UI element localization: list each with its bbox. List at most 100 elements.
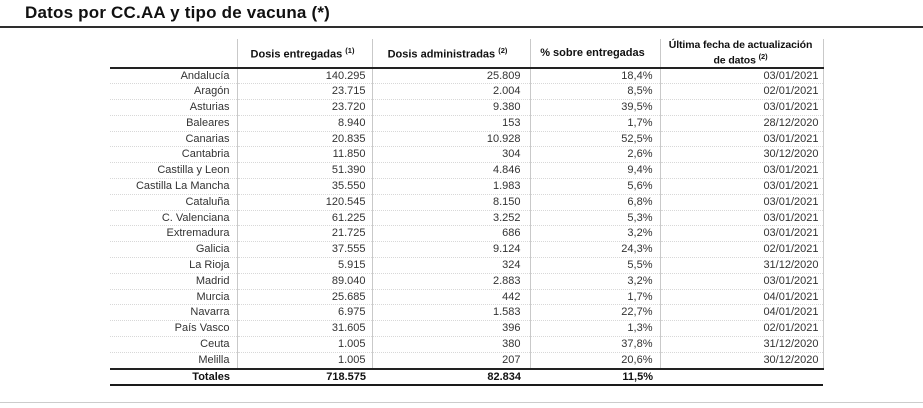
cell-pct: 8,5% <box>530 83 661 101</box>
totals-entregadas: 718.575 <box>237 367 372 386</box>
cell-administradas: 1.583 <box>372 304 531 322</box>
cell-region: La Rioja <box>110 257 238 274</box>
cell-region: Castilla La Mancha <box>110 178 238 195</box>
cell-entregadas: 23.720 <box>237 99 373 116</box>
table-row: Andalucía 140.295 25.809 18,4% 03/01/2021 <box>110 67 824 85</box>
cell-pct: 5,5% <box>530 257 661 274</box>
cell-administradas: 8.150 <box>372 194 531 211</box>
cell-fecha: 30/12/2020 <box>660 146 824 164</box>
cell-pct: 3,2% <box>530 225 661 243</box>
table-row: Madrid 89.040 2.883 3,2% 03/01/2021 <box>110 273 824 290</box>
cell-pct: 1,7% <box>530 115 661 132</box>
cell-region: Aragón <box>110 83 238 101</box>
cell-region: C. Valenciana <box>110 210 238 227</box>
cell-pct: 52,5% <box>530 131 661 148</box>
column-header-3: Dosis administradas (2) <box>372 39 531 69</box>
cell-pct: 5,3% <box>530 210 661 227</box>
cell-fecha: 03/01/2021 <box>660 225 824 243</box>
table-row: País Vasco 31.605 396 1,3% 02/01/2021 <box>110 320 824 338</box>
cell-pct: 22,7% <box>530 304 661 322</box>
cell-entregadas: 8.940 <box>237 115 373 132</box>
cell-administradas: 304 <box>372 146 531 164</box>
cell-fecha: 04/01/2021 <box>660 304 824 322</box>
table-row: Murcia 25.685 442 1,7% 04/01/2021 <box>110 289 824 306</box>
table-body: Andalucía 140.295 25.809 18,4% 03/01/2021 Ara… <box>110 67 824 370</box>
table-row: La Rioja 5.915 324 5,5% 31/12/2020 <box>110 257 824 274</box>
cell-administradas: 686 <box>372 225 531 243</box>
vaccine-data-table: Dosis entregadas (1) Dosis administradas … <box>110 39 824 386</box>
cell-pct: 5,6% <box>530 178 661 195</box>
cell-fecha: 03/01/2021 <box>660 131 824 148</box>
cell-administradas: 380 <box>372 336 531 353</box>
cell-region: Castilla y Leon <box>110 162 238 180</box>
cell-pct: 2,6% <box>530 146 661 164</box>
cell-region: Andalucía <box>110 67 238 85</box>
page-bottom-rule <box>0 402 923 403</box>
cell-entregadas: 23.715 <box>237 83 373 101</box>
cell-administradas: 3.252 <box>372 210 531 227</box>
cell-entregadas: 1.005 <box>237 352 373 370</box>
cell-pct: 9,4% <box>530 162 661 180</box>
cell-region: Baleares <box>110 115 238 132</box>
table-row: Cataluña 120.545 8.150 6,8% 03/01/2021 <box>110 194 824 211</box>
cell-entregadas: 25.685 <box>237 289 373 306</box>
cell-fecha: 03/01/2021 <box>660 273 824 290</box>
cell-entregadas: 21.725 <box>237 225 373 243</box>
cell-fecha: 03/01/2021 <box>660 99 824 116</box>
cell-fecha: 04/01/2021 <box>660 289 824 306</box>
table-row: Castilla La Mancha 35.550 1.983 5,6% 03/01/2… <box>110 178 824 195</box>
table-row: C. Valenciana 61.225 3.252 5,3% 03/01/2021 <box>110 210 824 227</box>
cell-pct: 6,8% <box>530 194 661 211</box>
cell-administradas: 4.846 <box>372 162 531 180</box>
cell-pct: 24,3% <box>530 241 661 259</box>
column-header-1 <box>110 39 238 69</box>
cell-administradas: 1.983 <box>372 178 531 195</box>
cell-fecha: 31/12/2020 <box>660 336 824 353</box>
cell-pct: 39,5% <box>530 99 661 116</box>
cell-region: Extremadura <box>110 225 238 243</box>
cell-fecha: 02/01/2021 <box>660 320 824 338</box>
cell-region: Madrid <box>110 273 238 290</box>
title-underline-rule <box>0 26 923 28</box>
cell-region: Canarias <box>110 131 238 148</box>
table-row: Baleares 8.940 153 1,7% 28/12/2020 <box>110 115 824 132</box>
cell-pct: 18,4% <box>530 67 661 85</box>
cell-region: Galicia <box>110 241 238 259</box>
cell-region: Ceuta <box>110 336 238 353</box>
totals-pct: 11,5% <box>530 367 660 386</box>
table-row: Ceuta 1.005 380 37,8% 31/12/2020 <box>110 336 824 353</box>
cell-pct: 3,2% <box>530 273 661 290</box>
cell-region: Murcia <box>110 289 238 306</box>
cell-region: Melilla <box>110 352 238 370</box>
cell-entregadas: 6.975 <box>237 304 373 322</box>
cell-fecha: 31/12/2020 <box>660 257 824 274</box>
cell-region: Navarra <box>110 304 238 322</box>
table-row: Melilla 1.005 207 20,6% 30/12/2020 <box>110 352 824 370</box>
totals-row: Totales 718.575 82.834 11,5% <box>110 367 823 386</box>
cell-entregadas: 1.005 <box>237 336 373 353</box>
cell-entregadas: 120.545 <box>237 194 373 211</box>
cell-administradas: 396 <box>372 320 531 338</box>
cell-pct: 37,8% <box>530 336 661 353</box>
cell-entregadas: 61.225 <box>237 210 373 227</box>
cell-fecha: 02/01/2021 <box>660 83 824 101</box>
table-row: Cantabria 11.850 304 2,6% 30/12/2020 <box>110 146 824 164</box>
cell-region: Cataluña <box>110 194 238 211</box>
cell-administradas: 2.883 <box>372 273 531 290</box>
table-row: Castilla y Leon 51.390 4.846 9,4% 03/01/2021 <box>110 162 824 180</box>
cell-entregadas: 51.390 <box>237 162 373 180</box>
cell-fecha: 02/01/2021 <box>660 241 824 259</box>
cell-entregadas: 5.915 <box>237 257 373 274</box>
totals-administradas: 82.834 <box>372 367 530 386</box>
table-row: Navarra 6.975 1.583 22,7% 04/01/2021 <box>110 304 824 322</box>
cell-administradas: 2.004 <box>372 83 531 101</box>
column-header-4: % sobre entregadas <box>530 39 661 69</box>
cell-administradas: 442 <box>372 289 531 306</box>
cell-administradas: 25.809 <box>372 67 531 85</box>
page-title: Datos por CC.AA y tipo de vacuna (*) <box>25 3 331 22</box>
totals-fecha <box>660 367 823 386</box>
table-row: Galicia 37.555 9.124 24,3% 02/01/2021 <box>110 241 824 259</box>
cell-pct: 1,3% <box>530 320 661 338</box>
cell-pct: 20,6% <box>530 352 661 370</box>
table-row: Extremadura 21.725 686 3,2% 03/01/2021 <box>110 225 824 243</box>
